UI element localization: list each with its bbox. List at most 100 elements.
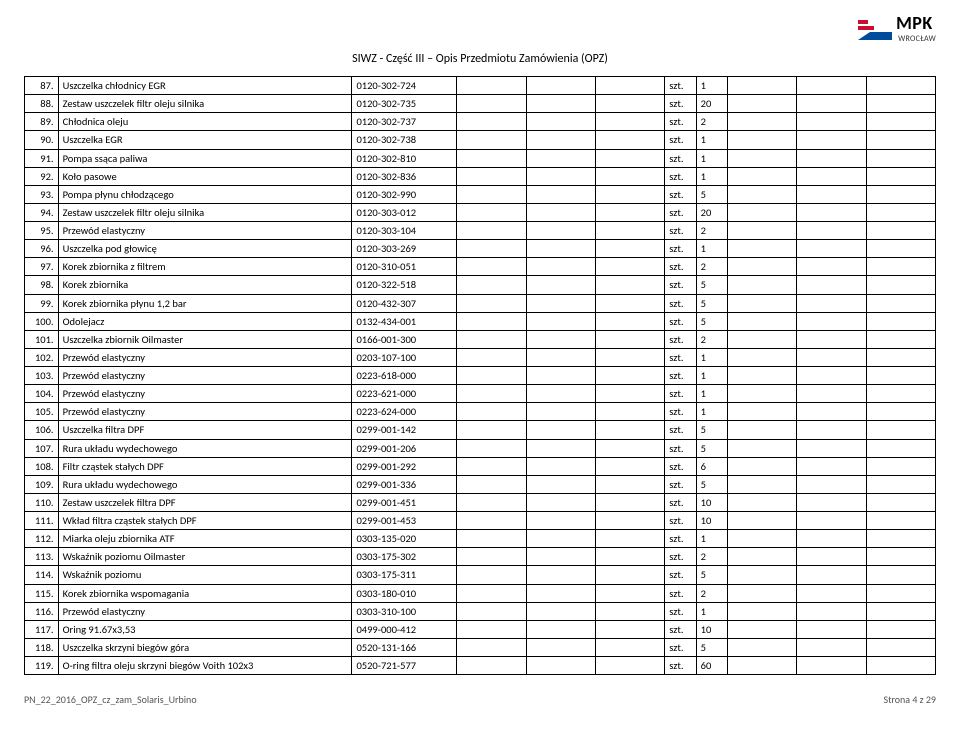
cell: 0166-001-300: [352, 330, 457, 348]
cell: [797, 113, 866, 131]
cell: 1: [696, 131, 727, 149]
cell: 0303-180-010: [352, 584, 457, 602]
cell: [797, 77, 866, 95]
cell: 0120-303-012: [352, 203, 457, 221]
cell: szt.: [665, 330, 696, 348]
cell: [595, 638, 664, 656]
cell: 1: [696, 167, 727, 185]
cell: 6: [696, 457, 727, 475]
cell: 0120-302-737: [352, 113, 457, 131]
cell: [728, 95, 797, 113]
cell: [866, 276, 935, 294]
cell: [457, 167, 526, 185]
cell: Zestaw uszczelek filtra DPF: [58, 493, 352, 511]
cell: Wskaźnik poziomu Oilmaster: [58, 548, 352, 566]
cell: szt.: [665, 185, 696, 203]
cell: [866, 657, 935, 675]
cell: [797, 493, 866, 511]
cell: [526, 149, 595, 167]
cell: 112.: [25, 530, 59, 548]
cell: szt.: [665, 77, 696, 95]
cell: Korek zbiornika z filtrem: [58, 258, 352, 276]
cell: 0132-434-001: [352, 312, 457, 330]
cell: [866, 457, 935, 475]
cell: Uszczelka EGR: [58, 131, 352, 149]
cell: [526, 385, 595, 403]
cell: [457, 439, 526, 457]
cell: [457, 312, 526, 330]
cell: 93.: [25, 185, 59, 203]
cell: Filtr cząstek stałych DPF: [58, 457, 352, 475]
cell: Przewód elastyczny: [58, 222, 352, 240]
cell: 0303-175-311: [352, 566, 457, 584]
cell: [457, 403, 526, 421]
cell: [728, 657, 797, 675]
cell: 89.: [25, 113, 59, 131]
cell: 116.: [25, 602, 59, 620]
cell: 108.: [25, 457, 59, 475]
table-row: 92.Koło pasowe0120-302-836szt.1: [25, 167, 936, 185]
cell: 2: [696, 330, 727, 348]
cell: szt.: [665, 657, 696, 675]
table-row: 93.Pompa płynu chłodzącego0120-302-990sz…: [25, 185, 936, 203]
cell: [728, 457, 797, 475]
cell: [797, 457, 866, 475]
page-header: MPK WROCŁAW: [24, 12, 936, 44]
table-row: 118.Uszczelka skrzyni biegów góra0520-13…: [25, 638, 936, 656]
cell: [595, 475, 664, 493]
cell: Miarka oleju zbiornika ATF: [58, 530, 352, 548]
cell: [457, 330, 526, 348]
table-row: 117.Oring 91.67x3,530499-000-412szt.10: [25, 620, 936, 638]
cell: [457, 113, 526, 131]
cell: 0520-131-166: [352, 638, 457, 656]
cell: [526, 131, 595, 149]
cell: [797, 185, 866, 203]
cell: Wkład filtra cząstek stałych DPF: [58, 512, 352, 530]
cell: [457, 276, 526, 294]
cell: [595, 348, 664, 366]
cell: 0299-001-292: [352, 457, 457, 475]
cell: [866, 584, 935, 602]
cell: [797, 312, 866, 330]
cell: [728, 185, 797, 203]
table-row: 91.Pompa ssąca paliwa0120-302-810szt.1: [25, 149, 936, 167]
cell: [866, 367, 935, 385]
cell: [728, 493, 797, 511]
table-row: 99.Korek zbiornika płynu 1,2 bar0120-432…: [25, 294, 936, 312]
cell: 107.: [25, 439, 59, 457]
cell: O-ring filtra oleju skrzyni biegów Voith…: [58, 657, 352, 675]
cell: [526, 330, 595, 348]
cell: Przewód elastyczny: [58, 385, 352, 403]
cell: [457, 602, 526, 620]
cell: [595, 149, 664, 167]
cell: 0223-618-000: [352, 367, 457, 385]
cell: [797, 602, 866, 620]
cell: [595, 566, 664, 584]
cell: 10: [696, 512, 727, 530]
cell: Korek zbiornika: [58, 276, 352, 294]
cell: [526, 421, 595, 439]
cell: 99.: [25, 294, 59, 312]
cell: 5: [696, 566, 727, 584]
cell: [866, 113, 935, 131]
cell: [866, 638, 935, 656]
cell: [797, 475, 866, 493]
cell: 0299-001-453: [352, 512, 457, 530]
cell: 1: [696, 367, 727, 385]
cell: [595, 530, 664, 548]
cell: 111.: [25, 512, 59, 530]
cell: 95.: [25, 222, 59, 240]
cell: [797, 566, 866, 584]
cell: [866, 493, 935, 511]
cell: 0120-302-810: [352, 149, 457, 167]
cell: [797, 367, 866, 385]
cell: [457, 566, 526, 584]
cell: [797, 258, 866, 276]
cell: [797, 167, 866, 185]
cell: [797, 348, 866, 366]
cell: 5: [696, 421, 727, 439]
cell: [728, 258, 797, 276]
cell: szt.: [665, 493, 696, 511]
cell: 20: [696, 203, 727, 221]
cell: 0120-302-724: [352, 77, 457, 95]
